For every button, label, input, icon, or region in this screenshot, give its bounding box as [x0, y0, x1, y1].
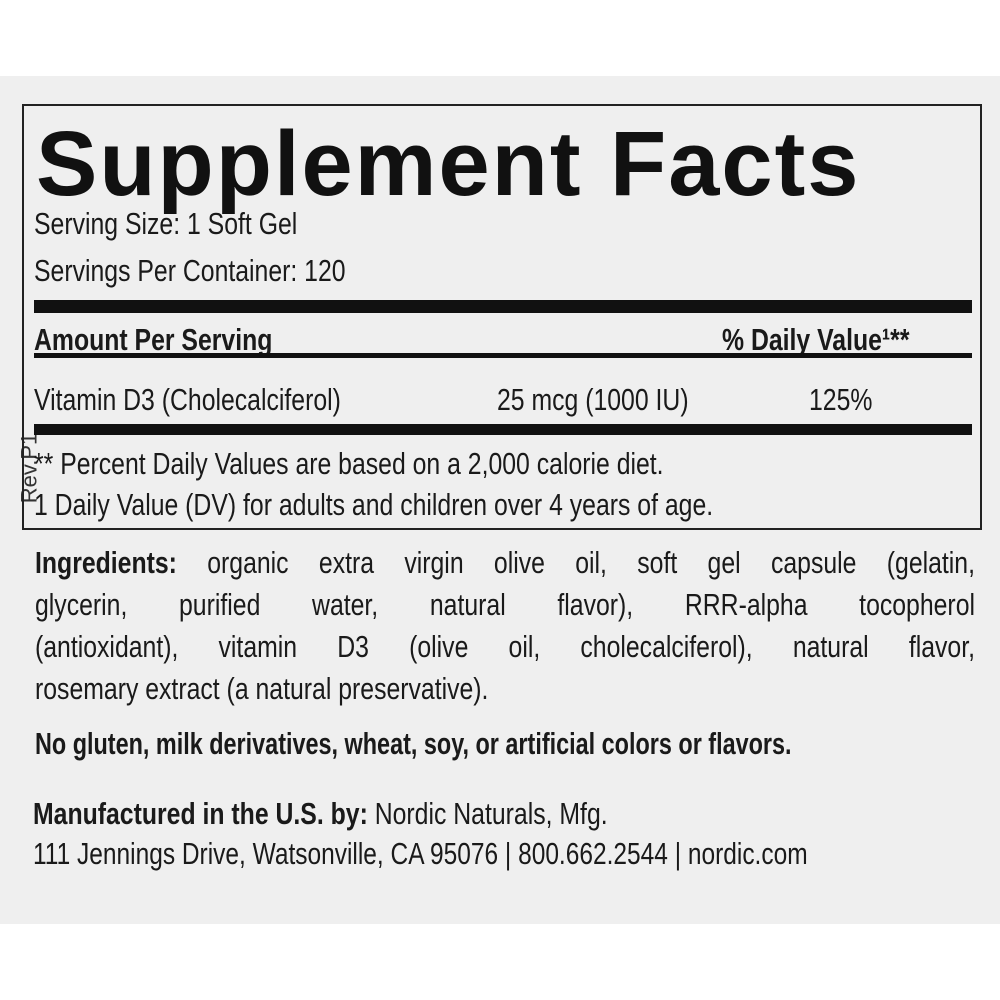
- nutrient-dv: 125%: [809, 382, 873, 417]
- footnote: 1 Daily Value (DV) for adults and childr…: [34, 487, 714, 522]
- amount-per-serving-header: Amount Per Serving: [34, 322, 273, 357]
- servings-per-container: Servings Per Container: 120: [34, 253, 346, 288]
- allergen-statement: No gluten, milk derivatives, wheat, soy,…: [35, 726, 792, 761]
- supplement-facts-box: Supplement Facts Serving Size: 1 Soft Ge…: [22, 104, 982, 530]
- manufacturer-address: 111 Jennings Drive, Watsonville, CA 9507…: [33, 836, 808, 871]
- footnote: ** Percent Daily Values are based on a 2…: [34, 446, 664, 481]
- ingredients-line: Ingredients: organic extra virgin olive …: [35, 545, 975, 581]
- ingredients-text: organic extra virgin olive oil, soft gel…: [176, 545, 976, 580]
- thick-divider: [34, 424, 972, 435]
- thin-divider: [34, 353, 972, 358]
- manufacturer-label: Manufactured in the U.S. by:: [33, 796, 368, 831]
- nutrient-name: Vitamin D3 (Cholecalciferol): [34, 382, 341, 417]
- ingredients-line: (antioxidant), vitamin D3 (olive oil, ch…: [35, 629, 975, 664]
- thick-divider: [34, 300, 972, 313]
- manufacturer-line: Manufactured in the U.S. by: Nordic Natu…: [33, 796, 608, 832]
- ingredients-label: Ingredients:: [35, 545, 177, 580]
- serving-size: Serving Size: 1 Soft Gel: [34, 206, 298, 241]
- manufacturer-name: Nordic Naturals, Mfg.: [367, 796, 608, 831]
- ingredients-line: rosemary extract (a natural preservative…: [35, 671, 489, 706]
- ingredients-line: glycerin, purified water, natural flavor…: [35, 587, 975, 622]
- daily-value-header: % Daily Value¹**: [722, 322, 910, 357]
- label-title: Supplement Facts: [36, 113, 861, 215]
- nutrient-amount: 25 mcg (1000 IU): [497, 382, 689, 417]
- label-panel: [0, 76, 1000, 924]
